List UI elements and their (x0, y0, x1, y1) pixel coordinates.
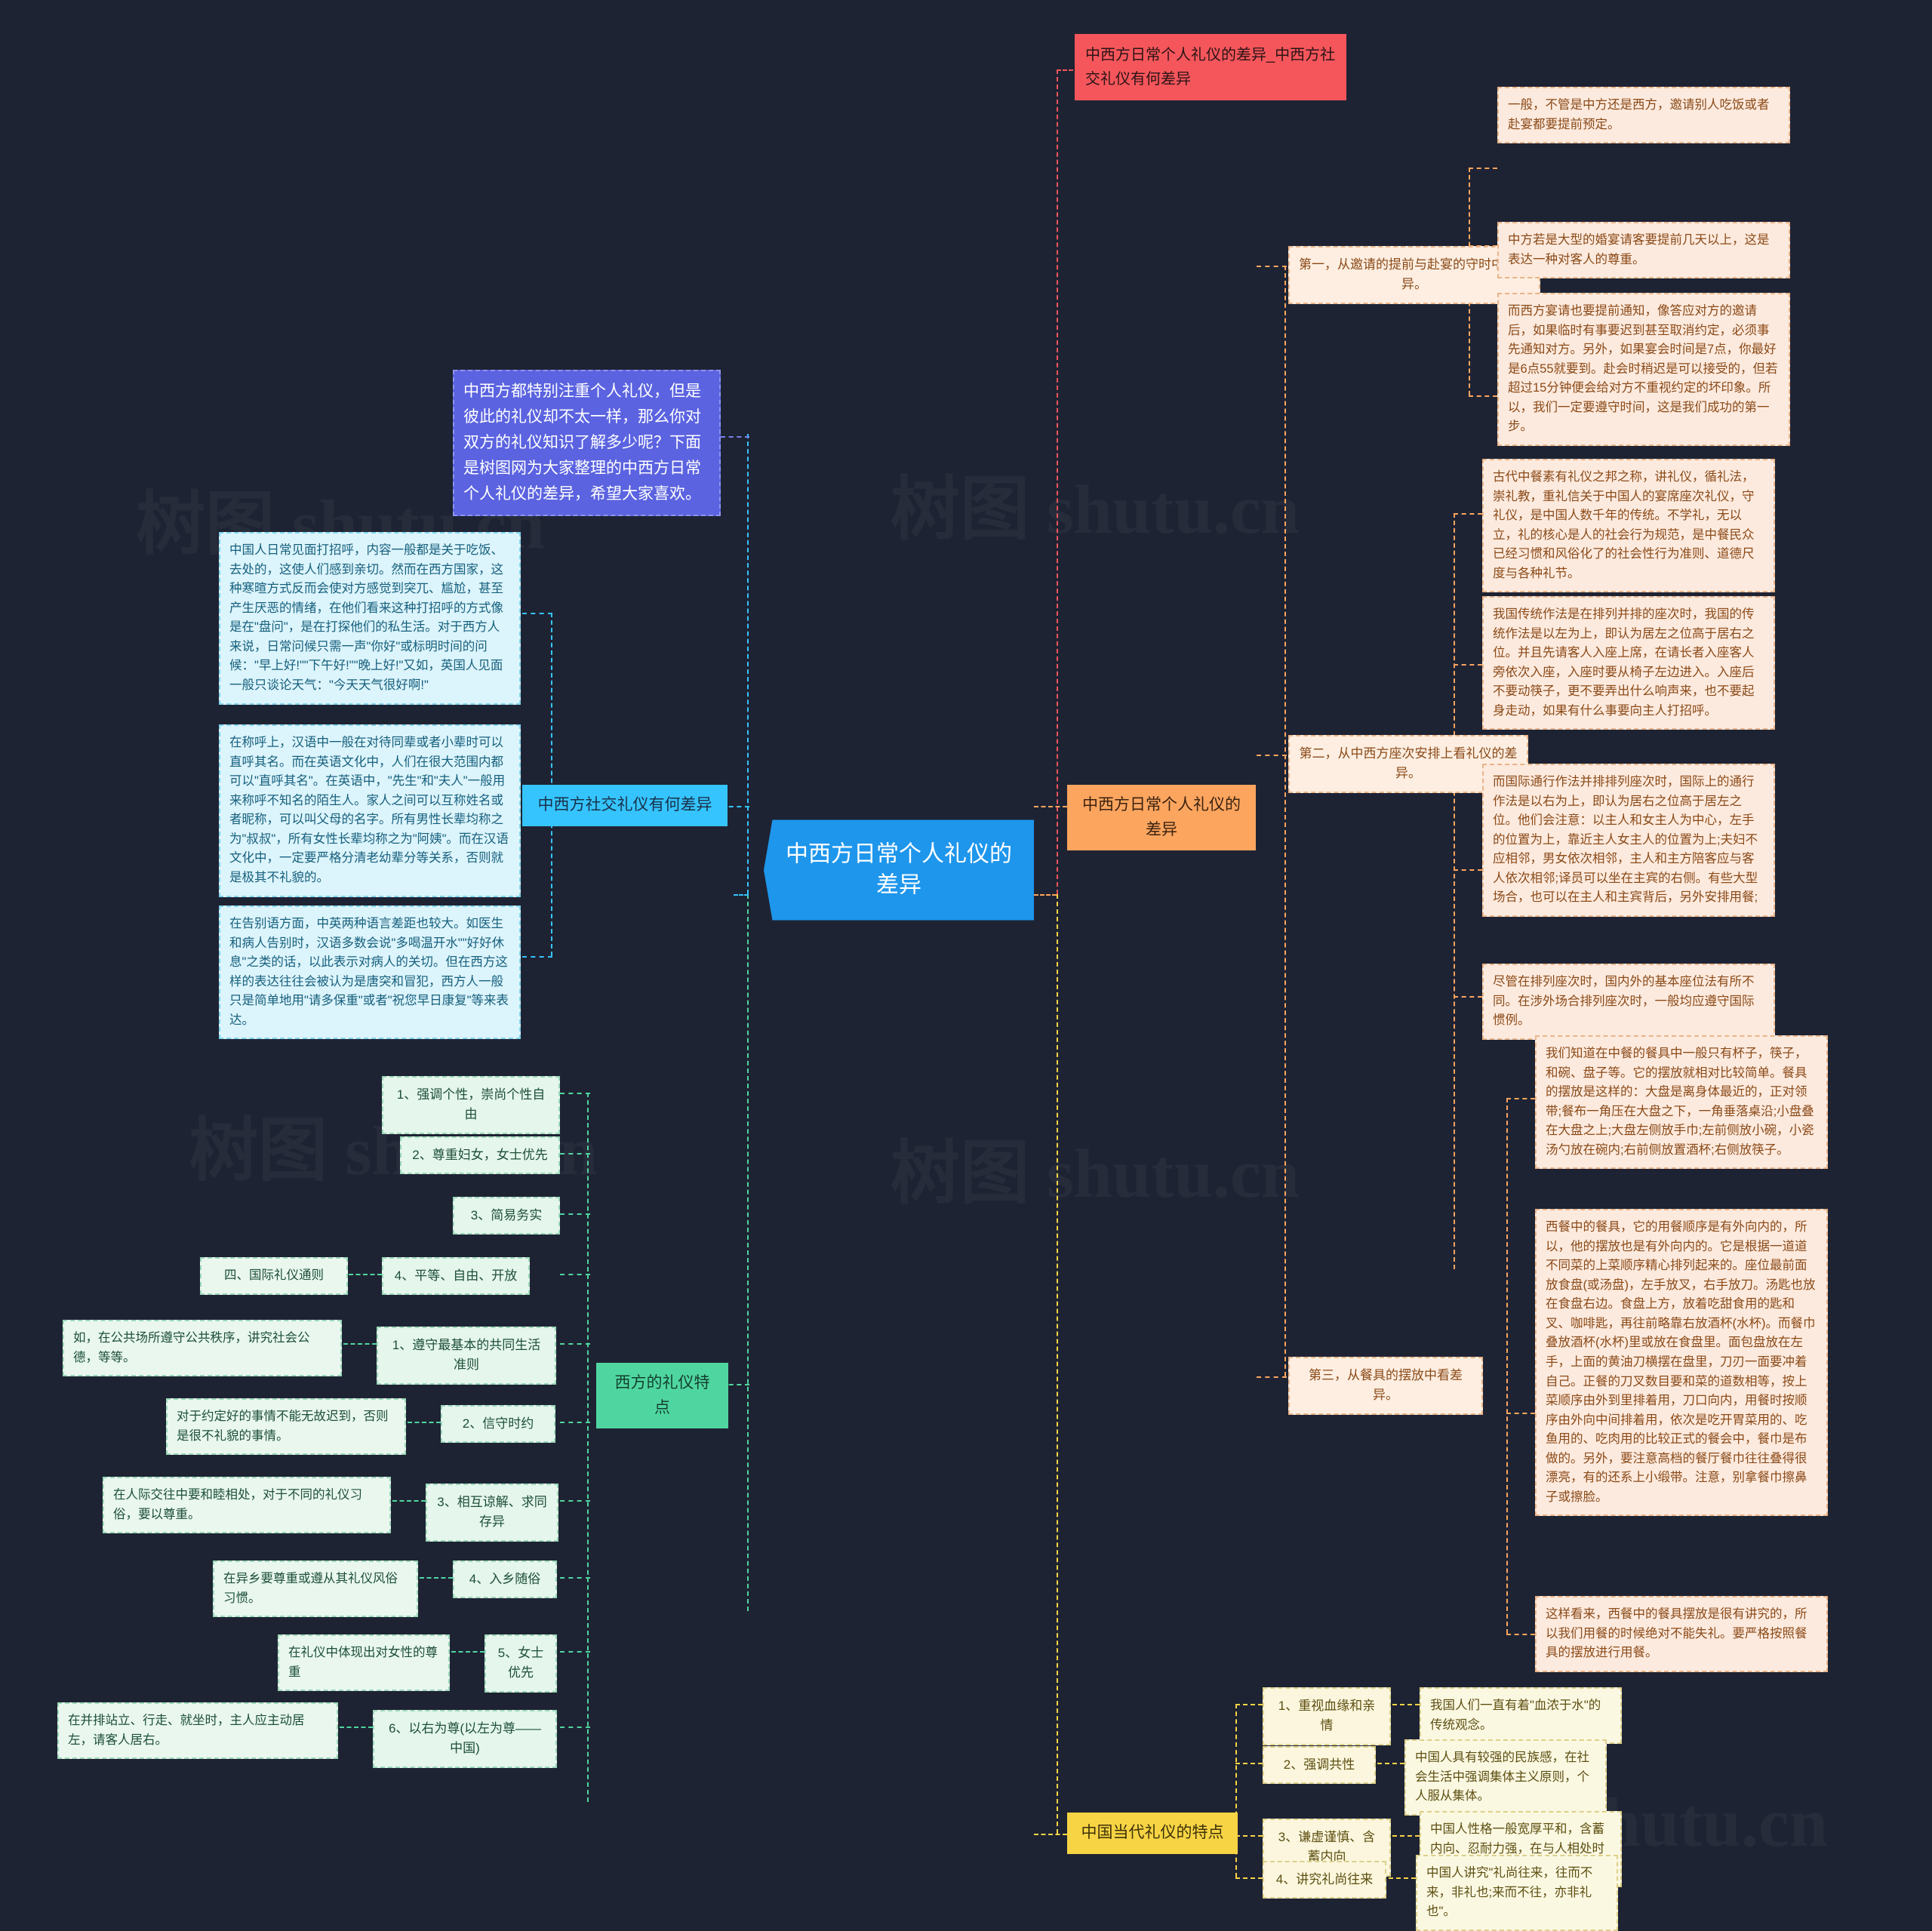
china-item-2[interactable]: 2、强调共性 (1263, 1746, 1376, 1785)
daily-g3-item-3[interactable]: 这样看来，西餐中的餐具摆放是很有讲究的，所以我们用餐的时候绝对不能失礼。要严格按… (1535, 1596, 1828, 1672)
west-detail-10[interactable]: 在并排站立、行走、就坐时，主人应主动居左，请客人居右。 (57, 1702, 338, 1760)
west-detail-5[interactable]: 如，在公共场所遵守公共秩序，讲究社会公德，等等。 (63, 1320, 342, 1377)
connector-china-d4 (1389, 1877, 1416, 1879)
west-item-2[interactable]: 2、尊重妇女，女士优先 (400, 1136, 560, 1175)
connector-west-detail-9 (451, 1651, 485, 1653)
connector-right-spine-top (1057, 69, 1058, 894)
root-node[interactable]: 中西方日常个人礼仪的差异 (764, 819, 1034, 921)
west-detail-8[interactable]: 在异乡要尊重或遵从其礼仪风俗习惯。 (213, 1560, 418, 1618)
connector-west-spine (587, 1093, 589, 1802)
watermark: 树图 shutu.cn (891, 453, 1300, 553)
west-item-8[interactable]: 4、入乡随俗 (453, 1560, 557, 1599)
west-item-5[interactable]: 1、遵守最基本的共同生活准则 (377, 1327, 556, 1385)
china-item-4[interactable]: 4、讲究礼尚往来 (1263, 1861, 1386, 1899)
connector-g1-3 (1469, 395, 1497, 397)
connector-daily-g2 (1257, 755, 1287, 756)
daily-g2-item-2[interactable]: 我国传统作法是在排列并排的座次时，我国的传统作法是以左为上，即认为居左之位高于居… (1482, 596, 1775, 730)
connector-china-2 (1235, 1763, 1263, 1764)
connector-china-d2 (1377, 1763, 1404, 1764)
connector-west-2 (560, 1153, 590, 1155)
connector-root-left (747, 434, 749, 894)
connector-west-4 (560, 1274, 590, 1275)
connector-g3-spine (1506, 1098, 1508, 1634)
daily-group-3-head[interactable]: 第三，从餐具的摆放中看差异。 (1288, 1357, 1483, 1415)
connector-west-detail-5 (343, 1343, 377, 1345)
connector-west-detail-10 (340, 1727, 373, 1728)
daily-g2-item-3[interactable]: 而国际通行作法并排排列座次时，国际上的通行作法是以右为上，即认为居右之位高于居左… (1482, 764, 1775, 917)
connector-daily-spine (1284, 266, 1286, 1376)
connector-social-3 (522, 956, 552, 958)
connector-right-spine-bottom (1057, 894, 1058, 1834)
connector-g2-spine (1454, 513, 1455, 1269)
connector-west-3 (560, 1213, 590, 1215)
title-chip[interactable]: 中西方日常个人礼仪的差异_中西方社交礼仪有何差异 (1075, 34, 1346, 100)
connector-g3-3 (1506, 1634, 1535, 1635)
china-detail-4[interactable]: 中国人讲究"礼尚往来，往而不来，非礼也;来而不往，亦非礼也"。 (1416, 1855, 1618, 1931)
daily-g1-item-2[interactable]: 中方若是大型的婚宴请客要提前几天以上，这是表达一种对客人的尊重。 (1497, 222, 1790, 279)
west-detail-9[interactable]: 在礼仪中体现出对女性的尊重 (278, 1634, 450, 1692)
west-item-9[interactable]: 5、女士优先 (485, 1634, 557, 1693)
connector-china-d3 (1392, 1835, 1420, 1837)
connector-root-left-stub (734, 894, 749, 896)
connector-china-4 (1235, 1877, 1263, 1879)
daily-g2-item-1[interactable]: 古代中餐素有礼仪之邦之称，讲礼仪，循礼法，崇礼教，重礼信关于中国人的宴席座次礼仪… (1482, 459, 1775, 593)
connector-west-6 (560, 1422, 590, 1423)
branch-daily-head[interactable]: 中西方日常个人礼仪的差异 (1067, 785, 1256, 851)
connector-west-1 (560, 1093, 590, 1094)
branch-china-head[interactable]: 中国当代礼仪的特点 (1067, 1813, 1238, 1854)
connector-west-detail-4 (349, 1274, 382, 1275)
connector-root-right-stub (1034, 894, 1057, 896)
connector-g3-2 (1506, 1413, 1535, 1414)
connector-west-9 (560, 1651, 590, 1653)
connector-root-left-green (747, 894, 749, 1611)
west-detail-4[interactable]: 四、国际礼仪通则 (200, 1257, 348, 1295)
connector-west-7 (560, 1500, 590, 1502)
connector-daily-g1 (1257, 266, 1287, 267)
west-detail-7[interactable]: 在人际交往中要和睦相处，对于不同的礼仪习俗，要以尊重。 (103, 1477, 391, 1534)
west-item-1[interactable]: 1、强调个性，崇尚个性自由 (382, 1076, 560, 1134)
connector-china-1 (1235, 1704, 1263, 1705)
west-item-7[interactable]: 3、相互谅解、求同存异 (426, 1484, 558, 1542)
connector-g2-3 (1454, 869, 1482, 871)
connector-daily-g3 (1257, 1376, 1287, 1378)
west-item-3[interactable]: 3、简易务实 (453, 1197, 560, 1235)
branch-social-head[interactable]: 中西方社交礼仪有何差异 (522, 785, 728, 826)
social-item-3[interactable]: 在告别语方面，中英两种语言差距也较大。如医生和病人告别时，汉语多数会说"多喝温开… (219, 906, 521, 1040)
connector-g3-1 (1506, 1098, 1535, 1099)
connector-daily-head (1034, 806, 1067, 807)
west-detail-6[interactable]: 对于约定好的事情不能无故迟到，否则是很不礼貌的事情。 (166, 1398, 406, 1456)
china-detail-2[interactable]: 中国人具有较强的民族感，在社会生活中强调集体主义原则，个人服从集体。 (1404, 1739, 1607, 1816)
daily-g3-item-1[interactable]: 我们知道在中餐的餐具中一般只有杯子，筷子，和碗、盘子等。它的摆放就相对比较简单。… (1535, 1035, 1828, 1170)
connector-g2-4 (1454, 996, 1482, 998)
social-item-1[interactable]: 中国人日常见面打招呼，内容一般都是关于吃饭、去处的，这使人们感到亲切。然而在西方… (219, 532, 521, 705)
connector-social-1 (522, 613, 552, 614)
daily-g2-item-4[interactable]: 尽管在排列座次时，国内外的基本座位法有所不同。在涉外场合排列座次时，一般均应遵守… (1482, 964, 1775, 1040)
watermark: 树图 shutu.cn (891, 1117, 1300, 1217)
china-item-1[interactable]: 1、重视血缘和亲情 (1263, 1687, 1391, 1745)
connector-west-5 (560, 1343, 590, 1345)
daily-g1-item-1[interactable]: 一般，不管是中方还是西方，邀请别人吃饭或者赴宴都要提前预定。 (1497, 87, 1790, 144)
west-item-10[interactable]: 6、以右为尊(以左为尊——中国) (373, 1710, 557, 1768)
connector-g2-2 (1454, 664, 1482, 666)
social-item-2[interactable]: 在称呼上，汉语中一般在对待同辈或者小辈时可以直呼其名。而在英语文化中，人们在很大… (219, 724, 521, 897)
connector-g2-1 (1454, 513, 1482, 515)
connector-west-detail-8 (420, 1577, 453, 1579)
connector-china-3 (1235, 1835, 1263, 1837)
china-detail-1[interactable]: 我国人们一直有着"血浓于水"的传统观念。 (1420, 1687, 1622, 1745)
west-item-4[interactable]: 4、平等、自由、开放 (382, 1257, 530, 1296)
daily-g3-item-2[interactable]: 西餐中的餐具，它的用餐顺序是有外向内的，所以，他的摆放也是有外向内的。它是根据一… (1535, 1209, 1828, 1517)
connector-china-head (1034, 1834, 1067, 1835)
connector-g1-1 (1469, 168, 1497, 169)
branch-west-head[interactable]: 西方的礼仪特点 (596, 1363, 728, 1429)
connector-china-d1 (1392, 1704, 1420, 1705)
connector-intro (721, 436, 749, 438)
west-item-6[interactable]: 2、信守时约 (441, 1405, 555, 1444)
connector-west-8 (560, 1577, 590, 1579)
connector-west-10 (560, 1727, 590, 1728)
daily-g1-item-3[interactable]: 而西方宴请也要提前通知，像答应对方的邀请后，如果临时有事要迟到甚至取消约定，必须… (1497, 293, 1790, 446)
intro-note[interactable]: 中西方都特别注重个人礼仪，但是彼此的礼仪却不太一样，那么你对双方的礼仪知识了解多… (453, 370, 721, 517)
connector-west-detail-6 (408, 1422, 441, 1423)
connector-west-detail-7 (392, 1500, 426, 1502)
